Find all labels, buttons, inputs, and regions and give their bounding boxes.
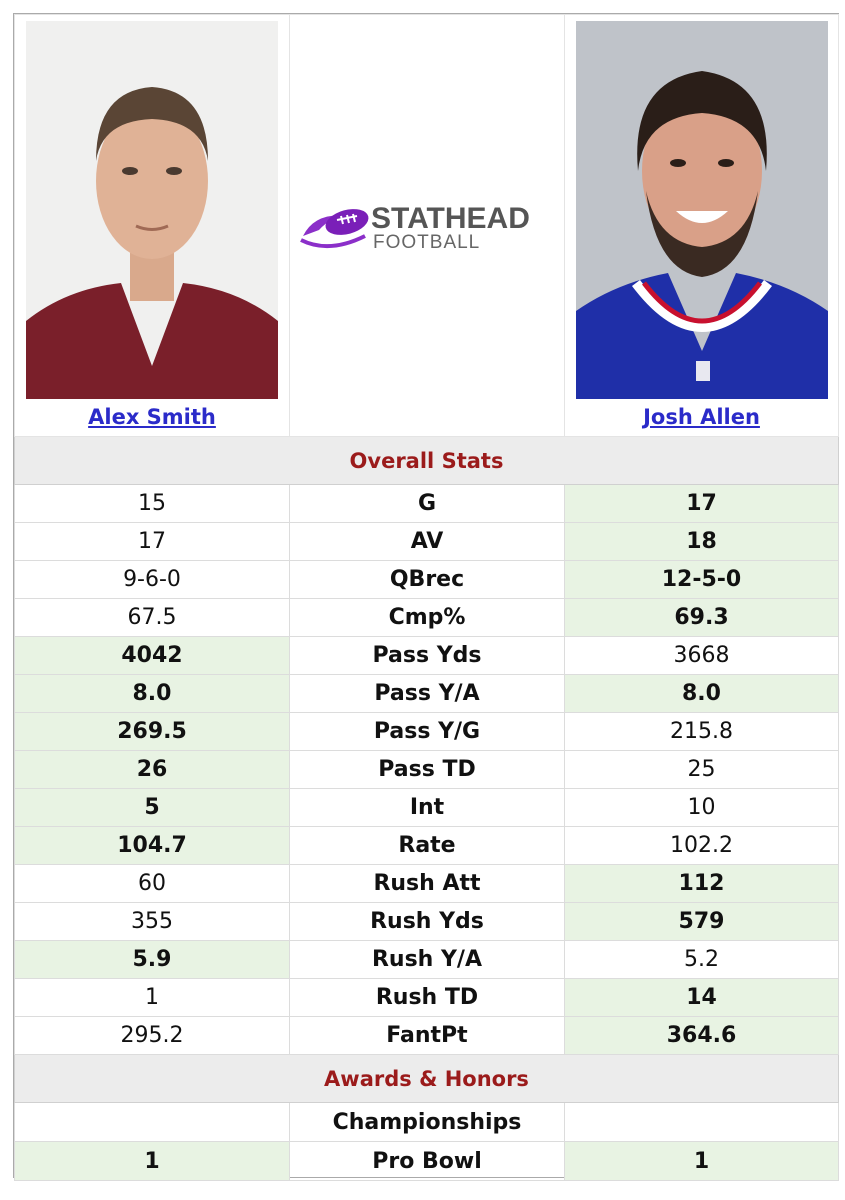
stat-row: 9-6-0 QBrec 12-5-0 xyxy=(14,560,839,599)
stat-row: 104.7 Rate 102.2 xyxy=(14,826,839,865)
stat-label: Int xyxy=(289,788,565,827)
stat-value-left: 104.7 xyxy=(14,826,290,865)
stat-row: 26 Pass TD 25 xyxy=(14,750,839,789)
stat-value-left: 1 xyxy=(14,978,290,1017)
stat-row: 269.5 Pass Y/G 215.8 xyxy=(14,712,839,751)
section-header-awards: Awards & Honors xyxy=(14,1054,839,1103)
stat-value-left: 5.9 xyxy=(14,940,290,979)
stat-value-right: 18 xyxy=(564,522,839,561)
stat-row: 5.9 Rush Y/A 5.2 xyxy=(14,940,839,979)
stat-row: 8.0 Pass Y/A 8.0 xyxy=(14,674,839,713)
stat-value-left: 8.0 xyxy=(14,674,290,713)
comparison-card: Alex Smith STATHEAD FOOTBALL xyxy=(13,13,839,1181)
stat-value-left: 26 xyxy=(14,750,290,789)
stat-value-right: 12-5-0 xyxy=(564,560,839,599)
award-value-right xyxy=(564,1102,839,1142)
player-photo-left xyxy=(26,21,278,399)
stat-label: Pass Y/A xyxy=(289,674,565,713)
stat-label: Rush Att xyxy=(289,864,565,903)
stat-value-right: 14 xyxy=(564,978,839,1017)
right-player-cell: Josh Allen xyxy=(564,14,839,437)
section-header-overall: Overall Stats xyxy=(14,436,839,485)
section-title: Awards & Honors xyxy=(14,1054,839,1103)
stat-value-left: 9-6-0 xyxy=(14,560,290,599)
player-link-right[interactable]: Josh Allen xyxy=(643,405,760,429)
stat-value-right: 8.0 xyxy=(564,674,839,713)
logo-cell: STATHEAD FOOTBALL xyxy=(289,14,565,437)
player-link-left[interactable]: Alex Smith xyxy=(88,405,216,429)
stat-value-left: 17 xyxy=(14,522,290,561)
stat-label: Rush Y/A xyxy=(289,940,565,979)
stat-value-right: 102.2 xyxy=(564,826,839,865)
award-value-left xyxy=(14,1102,290,1142)
stat-row: 295.2 FantPt 364.6 xyxy=(14,1016,839,1055)
stat-value-right: 215.8 xyxy=(564,712,839,751)
stat-value-left: 4042 xyxy=(14,636,290,675)
award-row-pro-bowl: 1 Pro Bowl 1 xyxy=(14,1141,839,1181)
stat-value-left: 355 xyxy=(14,902,290,941)
stat-value-left: 295.2 xyxy=(14,1016,290,1055)
header-row: Alex Smith STATHEAD FOOTBALL xyxy=(14,14,839,437)
stat-row: 60 Rush Att 112 xyxy=(14,864,839,903)
stat-value-right: 364.6 xyxy=(564,1016,839,1055)
stat-value-left: 67.5 xyxy=(14,598,290,637)
stat-label: Pass Yds xyxy=(289,636,565,675)
stat-row: 17 AV 18 xyxy=(14,522,839,561)
stat-row: 1 Rush TD 14 xyxy=(14,978,839,1017)
left-player-cell: Alex Smith xyxy=(14,14,290,437)
stat-row: 4042 Pass Yds 3668 xyxy=(14,636,839,675)
award-value-right: 1 xyxy=(564,1141,839,1181)
award-value-left: 1 xyxy=(14,1141,290,1181)
player-photo-right xyxy=(575,21,828,399)
stat-value-right: 69.3 xyxy=(564,598,839,637)
stat-label: Pass Y/G xyxy=(289,712,565,751)
logo-text-stathead: STATHEAD xyxy=(371,202,530,235)
stat-value-right: 3668 xyxy=(564,636,839,675)
stathead-logo: STATHEAD FOOTBALL xyxy=(300,202,530,253)
stat-value-left: 60 xyxy=(14,864,290,903)
stat-label: QBrec xyxy=(289,560,565,599)
stat-label: G xyxy=(289,484,565,523)
stat-value-left: 5 xyxy=(14,788,290,827)
stat-label: FantPt xyxy=(289,1016,565,1055)
stat-value-left: 15 xyxy=(14,484,290,523)
award-label: Championships xyxy=(289,1102,565,1142)
stat-row: 5 Int 10 xyxy=(14,788,839,827)
stat-row: 67.5 Cmp% 69.3 xyxy=(14,598,839,637)
football-swoosh-icon xyxy=(300,208,369,248)
award-row-championships: Championships xyxy=(14,1102,839,1142)
stat-label: Cmp% xyxy=(289,598,565,637)
award-label: Pro Bowl xyxy=(289,1141,565,1181)
stat-value-right: 579 xyxy=(564,902,839,941)
stat-label: AV xyxy=(289,522,565,561)
stat-value-right: 17 xyxy=(564,484,839,523)
stat-value-right: 112 xyxy=(564,864,839,903)
stat-value-right: 5.2 xyxy=(564,940,839,979)
stat-value-left: 269.5 xyxy=(14,712,290,751)
section-title: Overall Stats xyxy=(14,436,839,485)
stat-label: Rush Yds xyxy=(289,902,565,941)
logo-text-football: FOOTBALL xyxy=(373,232,480,253)
stat-value-right: 10 xyxy=(564,788,839,827)
stat-label: Rate xyxy=(289,826,565,865)
stat-row: 15 G 17 xyxy=(14,484,839,523)
stat-label: Rush TD xyxy=(289,978,565,1017)
stat-label: Pass TD xyxy=(289,750,565,789)
stat-value-right: 25 xyxy=(564,750,839,789)
comparison-table: Alex Smith STATHEAD FOOTBALL xyxy=(14,14,839,1181)
stat-row: 355 Rush Yds 579 xyxy=(14,902,839,941)
